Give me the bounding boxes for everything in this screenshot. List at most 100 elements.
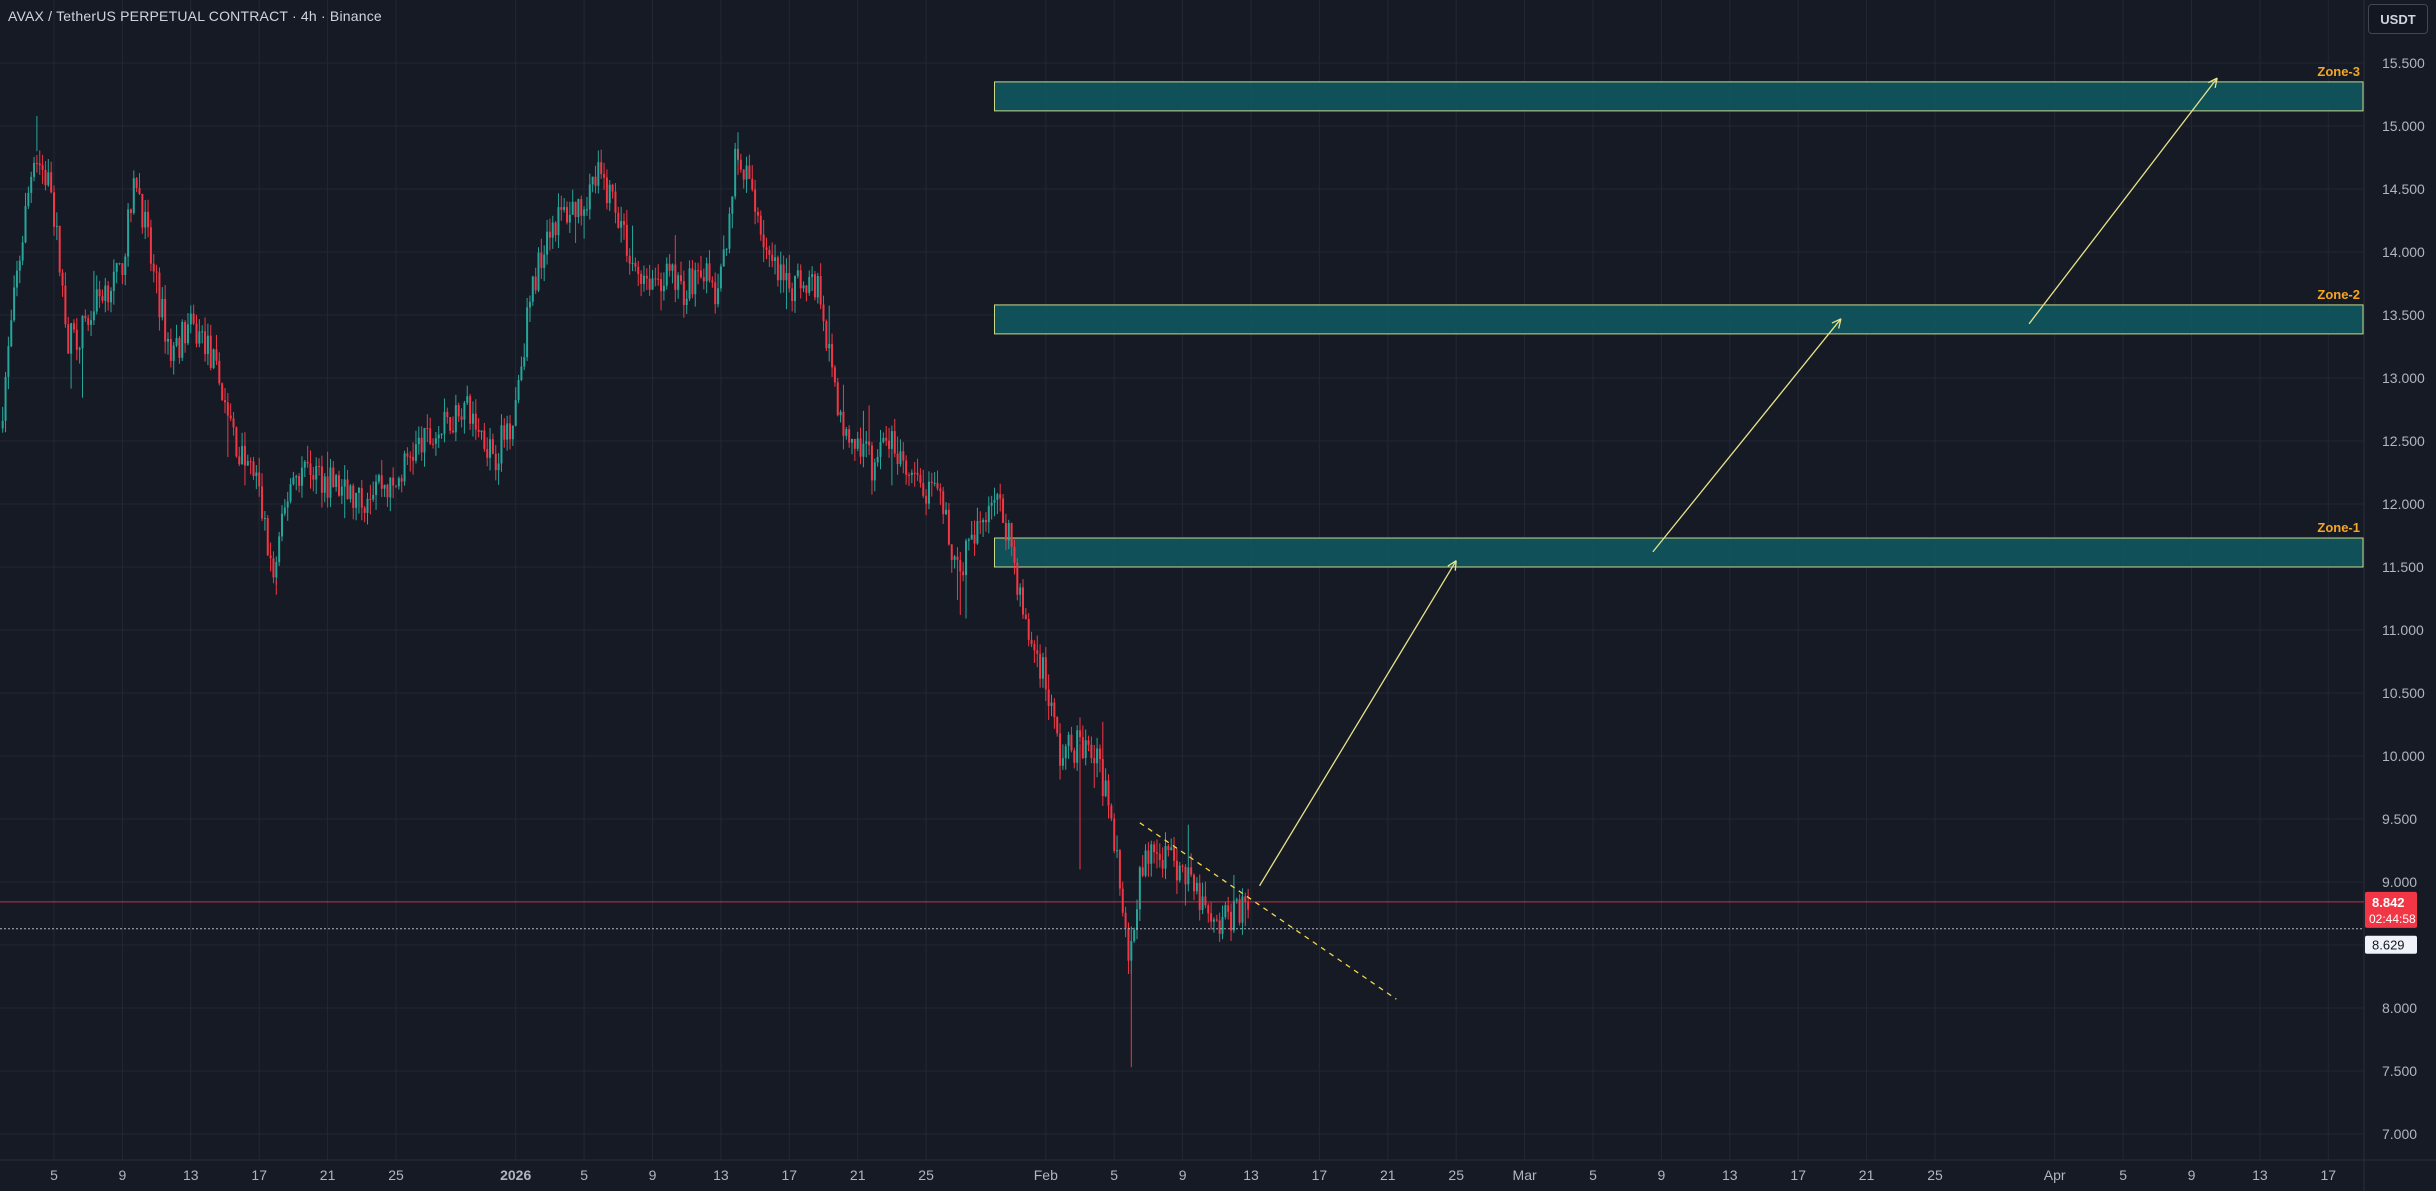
price-axis[interactable]: 15.500 15.000 14.500 14.000 13.500 13.000 12.5…: [2365, 55, 2425, 1142]
candle-body: [486, 448, 489, 458]
candle-body: [768, 249, 771, 255]
candle-body: [779, 264, 782, 281]
candle-body: [326, 476, 329, 498]
candle-body: [24, 206, 27, 243]
candle-body: [999, 494, 1002, 499]
candle-body: [788, 273, 791, 289]
candle-body: [235, 427, 238, 457]
candle-body: [392, 477, 395, 486]
candle-body: [289, 484, 292, 502]
candle-body: [913, 472, 916, 474]
candle-body: [882, 437, 885, 443]
candle-body: [591, 176, 594, 185]
projection-arrow[interactable]: [1258, 560, 1457, 887]
candle-body: [1076, 730, 1079, 763]
candle-body: [509, 423, 511, 440]
last-price-value: 8.842: [2372, 895, 2405, 910]
zone-label: Zone-3: [2317, 64, 2360, 79]
candle-body: [18, 260, 21, 271]
time-tick-label: 21: [850, 1167, 866, 1183]
candle-body: [640, 273, 643, 285]
candle-body: [927, 481, 930, 504]
candle-body: [403, 453, 406, 482]
price-tick-label: 10.500: [2382, 685, 2425, 701]
candle-body: [352, 485, 355, 508]
candle-body: [278, 536, 281, 563]
candle-body: [243, 445, 246, 466]
projection-arrow[interactable]: [1652, 318, 1842, 553]
candle-body: [363, 507, 366, 513]
candle-body: [13, 287, 16, 321]
candle-body: [1116, 850, 1119, 852]
candle-body: [355, 492, 358, 508]
candle-body: [774, 257, 777, 261]
zone-rect[interactable]: [994, 304, 2364, 335]
candle-body: [4, 376, 7, 421]
trendline[interactable]: [1139, 822, 1397, 1000]
candle-body: [520, 366, 523, 381]
candle-body: [714, 282, 717, 305]
candle-body: [557, 207, 560, 236]
candle-body: [1124, 912, 1127, 928]
candle-body: [81, 315, 84, 349]
candle-body: [688, 268, 691, 299]
candle-body: [224, 400, 226, 403]
candle-body: [1173, 847, 1176, 861]
candle-body: [902, 451, 905, 461]
candle-body: [338, 475, 340, 496]
arrow-head: [2207, 77, 2218, 84]
candle-body: [563, 207, 566, 210]
currency-button[interactable]: USDT: [2368, 4, 2428, 34]
candle-body: [742, 169, 745, 180]
zone-rect[interactable]: [994, 537, 2364, 568]
candle-body: [474, 413, 477, 430]
candle-body: [885, 437, 888, 441]
candle-body: [990, 502, 993, 506]
candle-body: [466, 396, 469, 403]
candle-body: [936, 482, 939, 489]
candle-body: [186, 324, 189, 344]
candle-body: [839, 411, 842, 416]
candle-body: [1187, 867, 1190, 885]
candle-body: [272, 558, 275, 578]
candle-body: [1093, 758, 1096, 764]
candle-body: [1027, 619, 1030, 640]
time-axis[interactable]: 5 9 13 17 21 25 2026 5 9 13 17 21 25 Feb 5 9 13 17 21 25 Mar…: [50, 1167, 2336, 1183]
projection-arrow[interactable]: [2028, 77, 2218, 325]
candle-body: [631, 262, 634, 264]
candle-body: [614, 191, 617, 213]
price-tick-label: 11.000: [2382, 622, 2424, 638]
candle-body: [805, 285, 808, 293]
candle-body: [996, 494, 999, 500]
candle-body: [1212, 919, 1215, 922]
candle-body: [1113, 818, 1116, 851]
candle-body: [1133, 929, 1136, 942]
candle-body: [648, 278, 651, 290]
candle-body: [1022, 587, 1024, 615]
candle-body: [295, 476, 298, 478]
time-tick-label: 21: [320, 1167, 336, 1183]
candle-body: [318, 466, 321, 468]
candle-body: [1158, 853, 1161, 860]
candle-body: [329, 467, 332, 498]
candle-body: [1181, 865, 1184, 867]
candle-body: [1118, 850, 1121, 889]
candle-body: [292, 477, 295, 485]
time-tick-label: 13: [1722, 1167, 1738, 1183]
price-tick-label: 14.000: [2382, 244, 2425, 260]
candle-body: [1110, 805, 1113, 819]
candle-body: [976, 521, 979, 544]
candle-body: [1130, 941, 1133, 961]
candle-body: [984, 520, 987, 523]
zone-rect[interactable]: [994, 81, 2364, 112]
candle-body: [1147, 850, 1150, 864]
candle-body: [939, 488, 942, 492]
candle-body: [98, 289, 101, 297]
candle-body: [1227, 905, 1230, 912]
candle-body: [651, 278, 654, 290]
candle-body: [899, 451, 902, 465]
candle-body: [517, 380, 520, 401]
candle-body: [825, 321, 828, 349]
candle-body: [1210, 913, 1213, 922]
